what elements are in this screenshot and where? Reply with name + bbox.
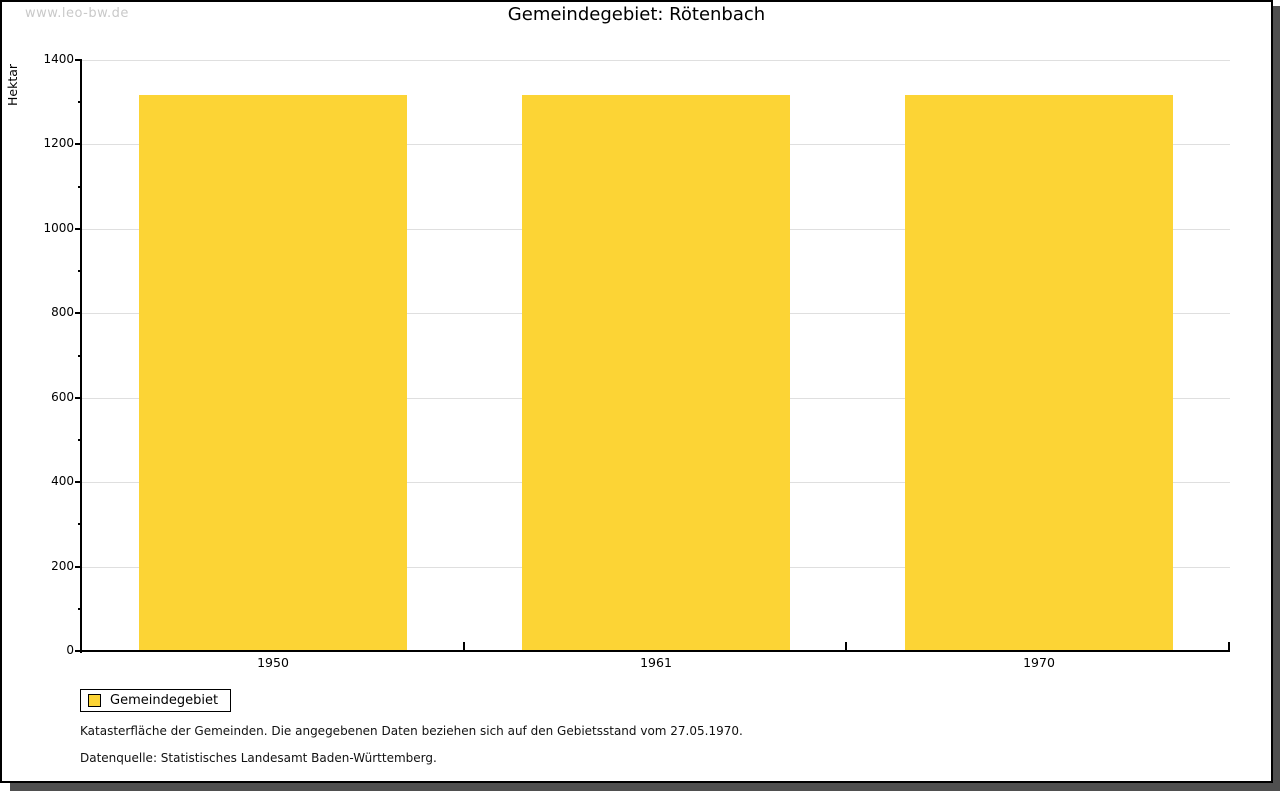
y-axis-line [80, 60, 82, 653]
y-major-tick [75, 566, 82, 568]
x-tick-label: 1950 [257, 655, 289, 670]
footnote-gebietsstand: Katasterfläche der Gemeinden. Die angege… [80, 724, 743, 738]
y-tick-label: 1200 [43, 136, 74, 150]
y-major-tick [75, 312, 82, 314]
y-tick-label: 1400 [43, 52, 74, 66]
y-tick-label: 600 [51, 390, 74, 404]
x-tick-label: 1961 [640, 655, 672, 670]
watermark-text: www.leo-bw.de [25, 6, 129, 21]
y-major-tick [75, 650, 82, 652]
y-major-tick [75, 228, 82, 230]
x-axis-line [80, 650, 1230, 652]
y-tick-label: 200 [51, 559, 74, 573]
bar-1950 [139, 95, 407, 650]
y-major-tick [75, 59, 82, 61]
x-boundary-tick [463, 642, 465, 650]
chart-title: Gemeindegebiet: Rötenbach [507, 4, 766, 25]
x-boundary-tick [1228, 642, 1230, 650]
y-tick-label: 1000 [43, 221, 74, 235]
y-major-tick [75, 397, 82, 399]
legend-box: Gemeindegebiet [80, 689, 232, 712]
bar-1961 [522, 95, 790, 650]
gridline [82, 60, 1230, 61]
legend-swatch [88, 694, 101, 707]
x-tick-label: 1970 [1023, 655, 1055, 670]
window-shadow-bottom [10, 783, 1273, 791]
footnote-datenquelle: Datenquelle: Statistisches Landesamt Bad… [80, 751, 437, 765]
y-major-tick [75, 481, 82, 483]
y-tick-label: 400 [51, 474, 74, 488]
legend-label: Gemeindegebiet [110, 693, 219, 708]
bar-1970 [905, 95, 1173, 650]
window-shadow-right [1273, 6, 1280, 791]
y-tick-label: 0 [66, 643, 74, 657]
x-boundary-tick [845, 642, 847, 650]
y-major-tick [75, 143, 82, 145]
y-tick-label: 800 [51, 305, 74, 319]
